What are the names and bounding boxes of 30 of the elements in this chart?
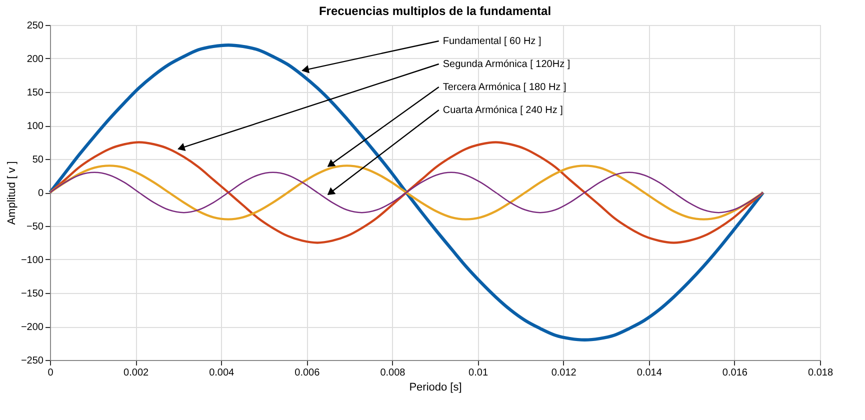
x-tick-label: 0.006 bbox=[294, 368, 320, 378]
y-tick-label: −250 bbox=[20, 356, 44, 366]
x-tick-label: 0 bbox=[48, 368, 54, 378]
y-tick-label: 200 bbox=[26, 54, 44, 65]
x-tick-label: 0.01 bbox=[468, 368, 488, 378]
y-tick-label: 50 bbox=[32, 154, 44, 166]
annotation: Fundamental [ 60 Hz ] bbox=[442, 36, 542, 47]
annotation: Cuarta Armónica [ 240 Hz ] bbox=[442, 105, 564, 116]
x-tick-label: 0.014 bbox=[636, 368, 662, 378]
y-tick-label: −150 bbox=[20, 288, 44, 300]
y-tick-label: −200 bbox=[20, 322, 44, 333]
line-series bbox=[48, 141, 764, 244]
x-tick-label: 0.002 bbox=[124, 368, 150, 378]
y-tick-label: 0 bbox=[38, 188, 44, 199]
x-tick-label: 0.018 bbox=[808, 368, 834, 378]
y-tick-label: −100 bbox=[20, 255, 44, 266]
chart-title: Frecuencias multiplos de la fundamental bbox=[318, 4, 552, 18]
annotation: Tercera Armónica [ 180 Hz ] bbox=[442, 82, 566, 93]
x-axis-title: Periodo [s] bbox=[409, 382, 462, 394]
annotation: Segunda Armónica [ 120Hz ] bbox=[442, 59, 570, 70]
y-tick-label: 250 bbox=[26, 20, 44, 32]
y-tick-label: 100 bbox=[26, 121, 44, 132]
line-series bbox=[49, 172, 764, 214]
y-axis-title: Amplitud [ v ] bbox=[6, 161, 18, 225]
x-tick-label: 0.008 bbox=[380, 368, 406, 378]
y-tick-label: −50 bbox=[26, 222, 44, 232]
x-tick-label: 0.004 bbox=[209, 368, 235, 378]
x-tick-label: 0.016 bbox=[722, 368, 748, 378]
y-tick-label: 150 bbox=[26, 88, 44, 98]
x-tick-label: 0.012 bbox=[551, 368, 577, 378]
